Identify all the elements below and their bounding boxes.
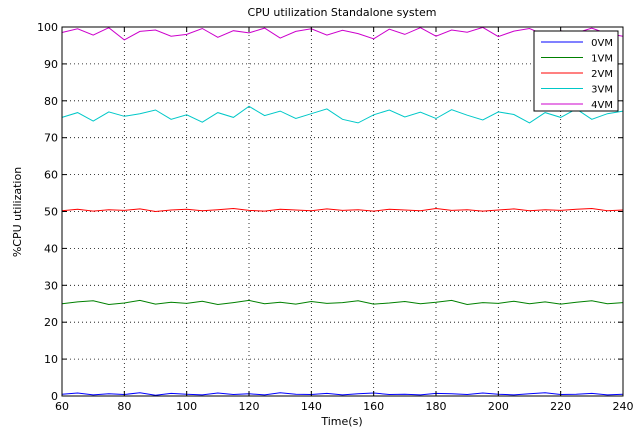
legend: 0VM 1VM 2VM 3VM 4VM [533, 30, 619, 112]
x-tick-label: 240 [613, 400, 634, 413]
y-tick-label: 40 [44, 242, 58, 255]
x-tick-label: 200 [488, 400, 509, 413]
x-tick-label: 140 [301, 400, 322, 413]
series-line-1vm [61, 299, 624, 306]
y-tick-label: 80 [44, 95, 58, 108]
y-tick-label: 20 [44, 316, 58, 329]
y-tick-label: 30 [44, 279, 58, 292]
legend-box [533, 30, 619, 112]
series-line-0vm [61, 392, 624, 396]
y-axis-label: %CPU utilization [11, 167, 24, 257]
y-tick-label: 0 [51, 390, 58, 403]
x-tick-label: 100 [176, 400, 197, 413]
x-tick-label: 80 [117, 400, 131, 413]
legend-label-3vm: 3VM [591, 85, 613, 96]
series-line-4vm [61, 26, 624, 41]
x-axis-label: Time(s) [320, 415, 362, 428]
x-tick-label: 160 [363, 400, 384, 413]
x-tick-label: 180 [426, 400, 447, 413]
legend-label-1vm: 1VM [591, 54, 613, 65]
x-tick-label: 60 [55, 400, 69, 413]
series-line-2vm [61, 207, 624, 213]
series-line-3vm [61, 105, 624, 124]
legend-label-2vm: 2VM [591, 69, 613, 80]
y-tick-label: 60 [44, 169, 58, 182]
y-tick-label: 90 [44, 58, 58, 71]
legend-label-4vm: 4VM [591, 100, 613, 111]
legend-label-0vm: 0VM [591, 38, 613, 49]
legend-items: 0VM 1VM 2VM 3VM 4VM [541, 38, 613, 111]
axis-ticks [61, 26, 624, 397]
y-tick-label: 100 [37, 21, 58, 34]
x-tick-label: 220 [550, 400, 571, 413]
x-tick-labels: 60 80 100 120 140 160 180 200 220 240 [55, 400, 634, 413]
y-tick-label: 70 [44, 132, 58, 145]
y-tick-labels: 0 10 20 30 40 50 60 70 80 90 100 [37, 21, 58, 403]
series-lines [61, 26, 624, 396]
chart-title: CPU utilization Standalone system [248, 6, 437, 19]
x-tick-label: 120 [239, 400, 260, 413]
y-tick-label: 50 [44, 206, 58, 219]
grid [62, 27, 623, 396]
y-tick-label: 10 [44, 353, 58, 366]
